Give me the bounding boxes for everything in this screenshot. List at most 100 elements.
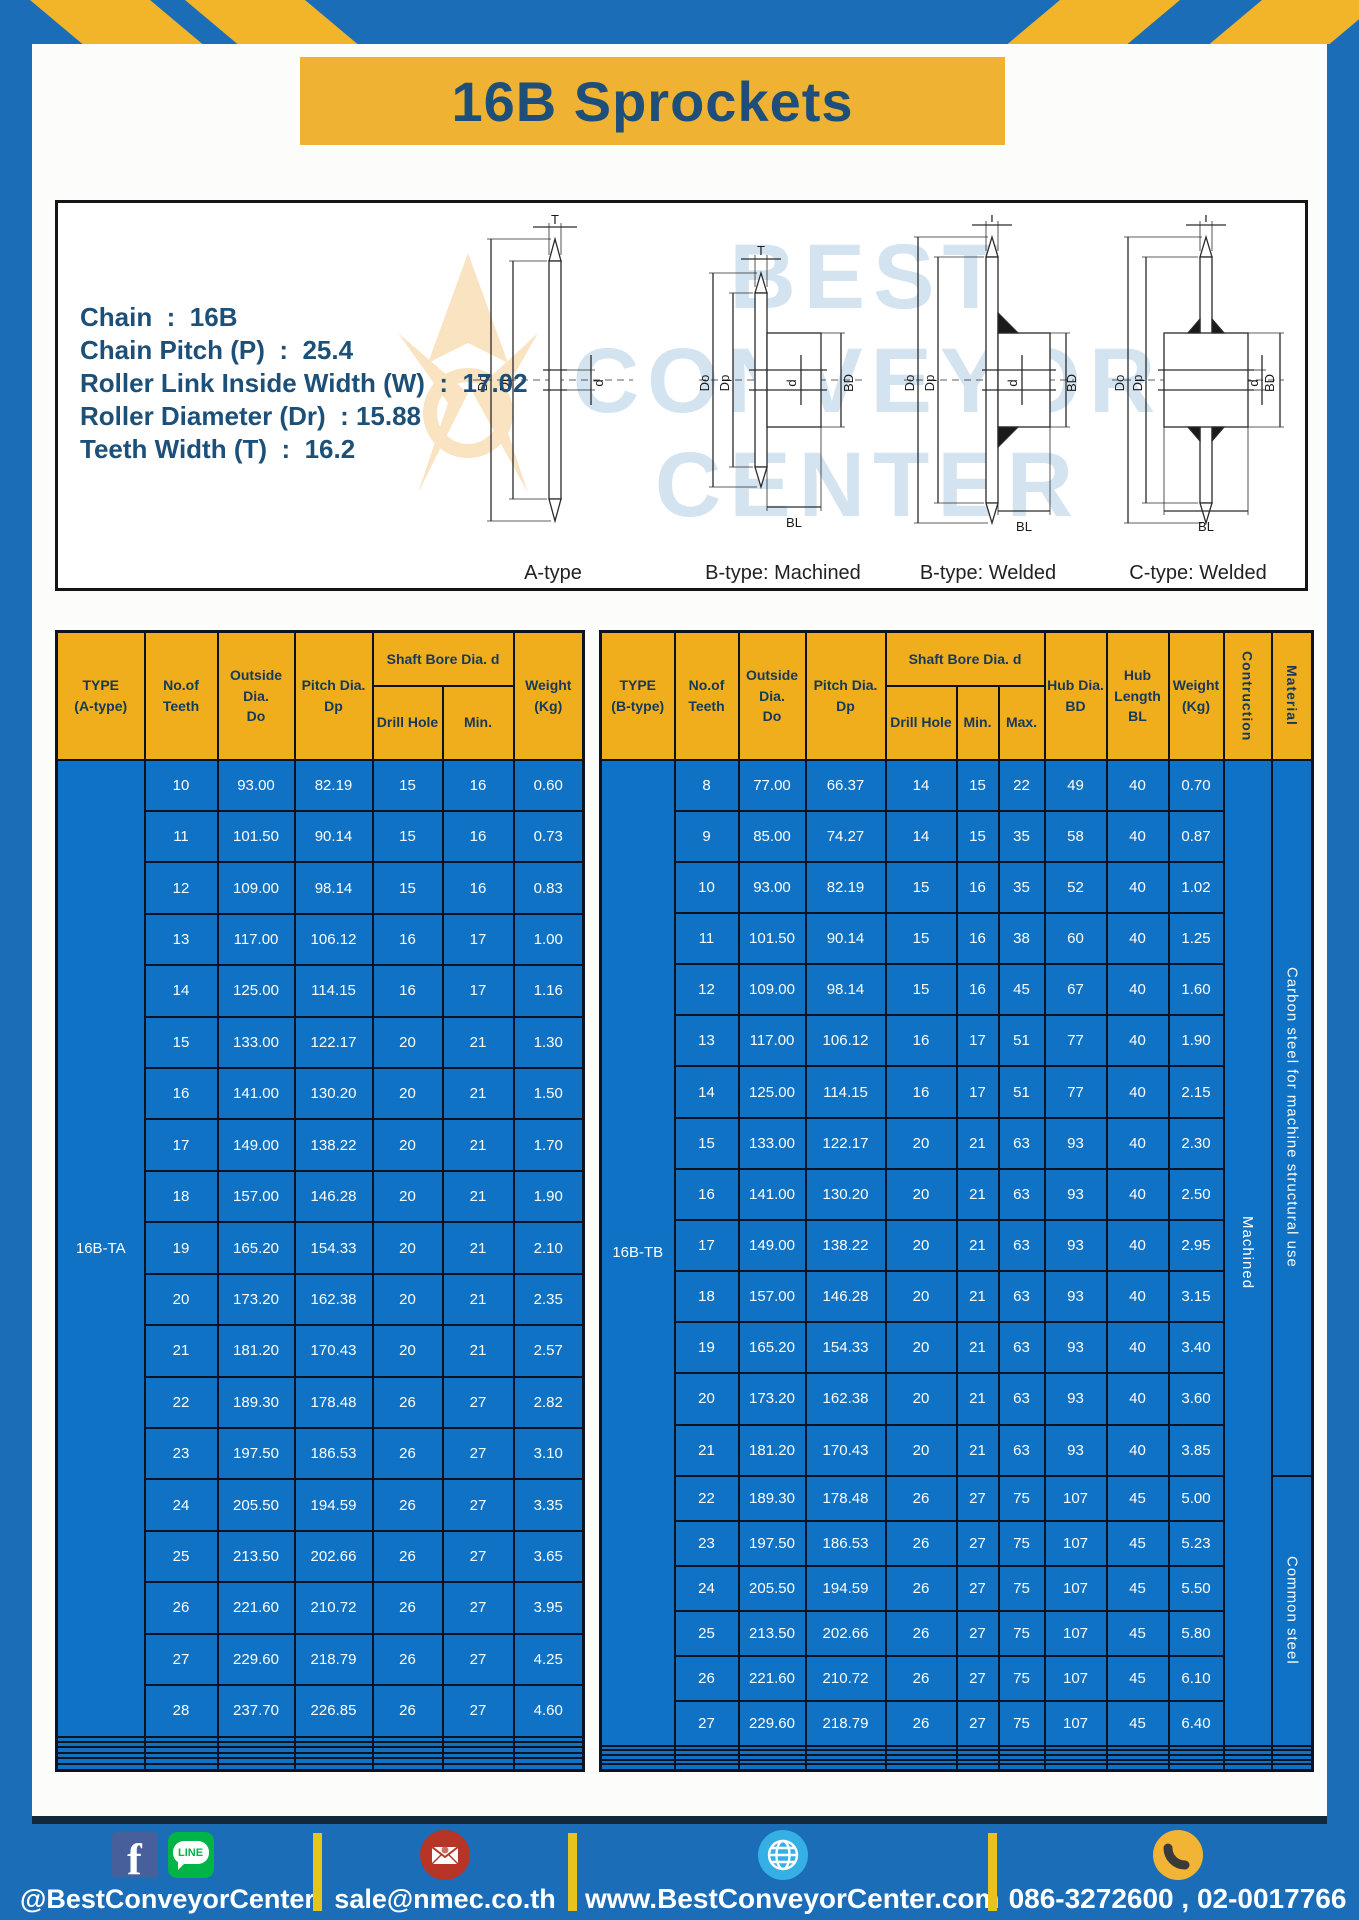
cell-value: 165.20 xyxy=(216,1221,296,1275)
phone-icon xyxy=(1152,1830,1203,1880)
cell-value: 107 xyxy=(1043,1519,1108,1567)
cell-empty xyxy=(371,1751,444,1760)
cell-empty xyxy=(55,1757,146,1765)
cell-value: 125.00 xyxy=(216,964,296,1018)
cell-value: 40 xyxy=(1105,911,1170,966)
cell-value: 3.60 xyxy=(1167,1372,1225,1426)
cell-value: 27 xyxy=(441,1478,515,1532)
type-label-16b-tb: 16B-TB xyxy=(599,758,676,1747)
cell-value: 16 xyxy=(441,758,515,812)
cell-value: 27 xyxy=(441,1426,515,1481)
cell-value: 63 xyxy=(997,1167,1046,1221)
table-row: 18 157.00 146.28 20 21 1.90 xyxy=(57,1169,585,1224)
material-label: Common steel xyxy=(1270,1474,1314,1747)
website-url: www.BestConveyorCenter.com xyxy=(585,1883,1000,1914)
header-material: Material xyxy=(1270,630,1314,761)
cell-empty xyxy=(143,1757,219,1765)
dim-dp-label: Dp xyxy=(1130,375,1145,392)
cell-value: 93 xyxy=(1043,1372,1108,1426)
table-row: 16B-TA 10 93.00 82.19 15 16 0.60 xyxy=(55,758,585,1738)
cell-value: 58 xyxy=(1043,809,1108,863)
cell-empty xyxy=(216,1762,296,1772)
cell-value: 40 xyxy=(1105,1218,1170,1273)
cell-value: 21 xyxy=(955,1116,1000,1170)
footer-divider xyxy=(313,1833,322,1911)
dim-do-label: Do xyxy=(475,375,490,392)
header-shaft-bore: Shaft Bore Dia. d xyxy=(884,630,1046,687)
cell-empty xyxy=(673,1763,740,1772)
cell-empty xyxy=(55,1735,146,1744)
dim-bd-label: BD xyxy=(1064,374,1078,392)
cell-value: 21 xyxy=(673,1423,740,1477)
cell-empty xyxy=(216,1746,296,1754)
cell-value: 21 xyxy=(955,1372,1000,1426)
sprocket-drawing-b-welded: T Do Dp d BD BL B-type: Welded xyxy=(898,210,1079,584)
cell-empty xyxy=(143,1762,219,1772)
cell-value: 20 xyxy=(371,1221,444,1275)
cell-value: 21 xyxy=(955,1321,1000,1375)
cell-value: 117.00 xyxy=(737,1014,807,1068)
cell-empty xyxy=(884,1763,958,1772)
cell-empty xyxy=(216,1751,296,1760)
cell-value: 107 xyxy=(1043,1564,1108,1612)
cell-value: 90.14 xyxy=(293,809,374,864)
cell-empty xyxy=(441,1746,515,1754)
cell-value: 133.00 xyxy=(216,1015,296,1070)
cell-value: 27 xyxy=(441,1375,515,1429)
cell-value: 221.60 xyxy=(737,1654,807,1702)
cell-empty xyxy=(293,1757,374,1765)
cell-value: 63 xyxy=(997,1423,1046,1477)
cell-empty xyxy=(512,1751,585,1760)
cell-value: 141.00 xyxy=(216,1067,296,1121)
dim-d-label: d xyxy=(784,379,799,386)
cell-empty xyxy=(512,1740,585,1749)
cell-value: 20 xyxy=(884,1423,958,1477)
watermark-line: CENTER xyxy=(654,434,1082,536)
cell-value: 13 xyxy=(143,912,219,967)
table-row: 26 221.60 210.72 26 27 3.95 xyxy=(57,1581,585,1635)
table-row: 19 165.20 154.33 20 21 2.10 xyxy=(57,1221,585,1275)
cell-value: 60 xyxy=(1043,911,1108,966)
cell-value: 114.15 xyxy=(293,964,374,1018)
cell-value: 67 xyxy=(1043,963,1108,1017)
cell-value: 2.57 xyxy=(512,1324,585,1378)
table-row: 16 141.00 130.20 20 21 1.50 xyxy=(57,1067,585,1121)
header-teeth: No.of Teeth xyxy=(673,630,740,761)
cell-value: 21 xyxy=(955,1423,1000,1477)
cell-value: 16 xyxy=(884,1065,958,1119)
header-hub-dia: Hub Dia. BD xyxy=(1043,630,1108,761)
cell-value: 16 xyxy=(143,1067,219,1121)
cell-value: 20 xyxy=(884,1372,958,1426)
watermark-logo xyxy=(358,243,578,548)
facebook-letter: f xyxy=(127,1834,142,1878)
cell-value: 20 xyxy=(371,1324,444,1378)
cell-value: 1.60 xyxy=(1167,963,1225,1017)
cell-value: 6.10 xyxy=(1167,1654,1225,1702)
cell-value: 0.70 xyxy=(1167,758,1225,812)
header-type-b: TYPE (B-type) xyxy=(599,630,676,761)
dim-do-label: Do xyxy=(902,375,917,392)
header-pitch-dia: Pitch Dia. Dp xyxy=(804,630,887,761)
cell-value: 14 xyxy=(673,1065,740,1119)
cell-value: 26 xyxy=(884,1474,958,1522)
drawing-caption-a: A-type xyxy=(524,562,582,584)
footer-divider xyxy=(988,1833,997,1911)
cell-value: 27 xyxy=(441,1529,515,1584)
cell-value: 157.00 xyxy=(216,1169,296,1224)
cell-value: 26 xyxy=(371,1581,444,1635)
cell-value: 20 xyxy=(371,1272,444,1327)
table-row: 23 197.50 186.53 26 27 75 107 45 5.23 xyxy=(601,1519,1313,1567)
cell-value: 40 xyxy=(1105,860,1170,914)
watermark-text: BEST CONVEYOR CENTER xyxy=(488,225,1248,537)
header-weight: Weight (Kg) xyxy=(512,630,585,761)
cell-value: 77 xyxy=(1043,1014,1108,1068)
table-row: 27 229.60 218.79 26 27 4.25 xyxy=(57,1632,585,1687)
dim-bd-label: BD xyxy=(841,374,856,392)
cell-value: 178.48 xyxy=(293,1375,374,1429)
cell-value: 3.15 xyxy=(1167,1270,1225,1324)
header-weight: Weight (Kg) xyxy=(1167,630,1225,761)
cell-value: 38 xyxy=(997,911,1046,966)
cell-empty xyxy=(371,1757,444,1765)
table-row: 24 205.50 194.59 26 27 3.35 xyxy=(57,1478,585,1532)
title-banner: 16B Sprockets xyxy=(300,57,1005,145)
